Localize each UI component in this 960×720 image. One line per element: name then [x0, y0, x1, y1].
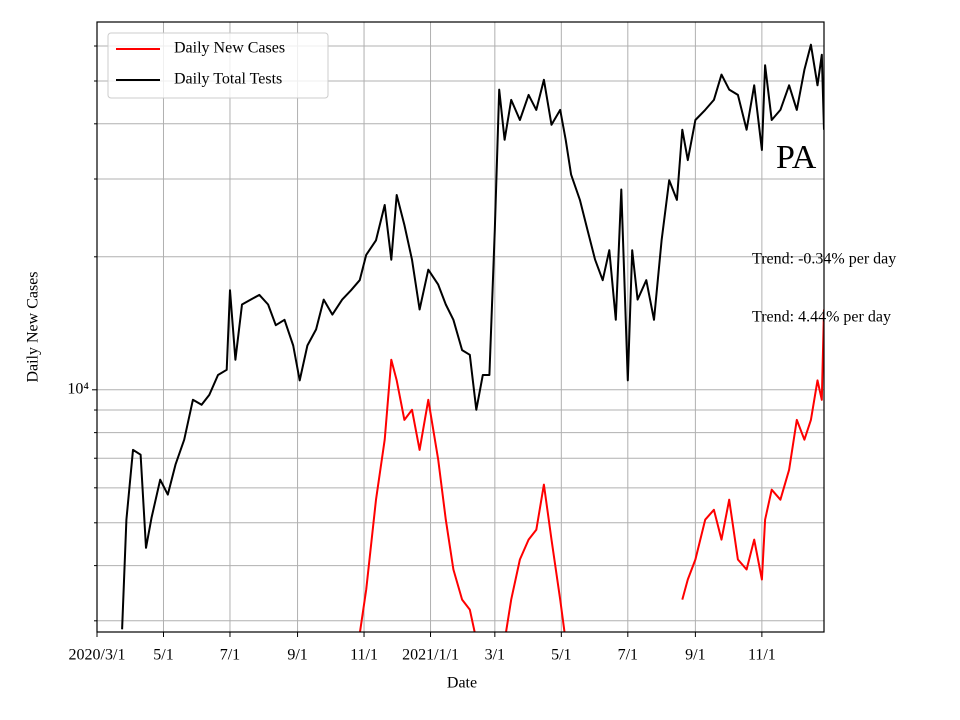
series-line	[121, 43, 824, 630]
x-tick-label: 11/1	[748, 647, 776, 664]
x-tick-label: 5/1	[551, 647, 571, 664]
annotation: PA	[776, 139, 817, 176]
x-tick-label: 7/1	[618, 647, 638, 664]
x-tick-label: 11/1	[350, 647, 378, 664]
y-axis-label: Daily New Cases	[25, 271, 42, 382]
legend: Daily New Cases Daily Total Tests	[107, 32, 329, 99]
x-tick-label: 9/1	[287, 647, 307, 664]
legend-box	[107, 32, 329, 99]
annotation: Trend: -0.34% per day	[752, 251, 896, 268]
x-tick-label: 3/1	[485, 647, 505, 664]
x-tick-label: 9/1	[685, 647, 705, 664]
x-tick-label: 7/1	[220, 647, 240, 664]
legend-label: Daily New Cases	[174, 40, 285, 57]
y-tick-label: 10⁴	[67, 380, 89, 397]
x-tick-label: 2021/1/1	[402, 647, 459, 664]
legend-label: Daily Total Tests	[174, 71, 282, 88]
plot-frame	[96, 21, 825, 633]
series-line	[358, 309, 824, 632]
x-tick-label: 2020/3/1	[69, 647, 126, 664]
x-tick-label: 5/1	[153, 647, 173, 664]
annotation: Trend: 4.44% per day	[752, 309, 891, 326]
x-axis-label: Date	[447, 675, 477, 692]
